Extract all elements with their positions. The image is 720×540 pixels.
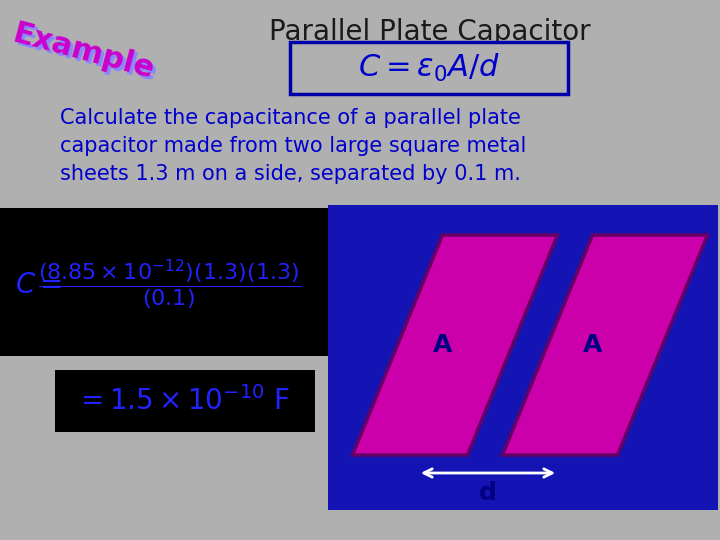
- Polygon shape: [503, 235, 708, 455]
- Polygon shape: [353, 235, 557, 455]
- Text: $C = \varepsilon_0A/d$: $C = \varepsilon_0A/d$: [358, 52, 500, 84]
- Bar: [55, 370, 315, 432]
- Text: Example: Example: [9, 19, 157, 85]
- Bar: [0, 208, 328, 356]
- Text: Parallel Plate Capacitor: Parallel Plate Capacitor: [269, 18, 591, 46]
- Text: $= 1.5\times10^{-10}\ \mathrm{F}$: $= 1.5\times10^{-10}\ \mathrm{F}$: [75, 386, 290, 416]
- Text: Example: Example: [12, 22, 160, 88]
- Text: Calculate the capacitance of a parallel plate
capacitor made from two large squa: Calculate the capacitance of a parallel …: [60, 108, 526, 184]
- Text: A: A: [583, 333, 603, 357]
- Text: $\dfrac{(8.85\times10^{-12})(1.3)(1.3)}{(0.1)}$: $\dfrac{(8.85\times10^{-12})(1.3)(1.3)}{…: [38, 258, 302, 312]
- Text: d: d: [479, 481, 497, 505]
- FancyBboxPatch shape: [290, 42, 568, 94]
- Text: A: A: [433, 333, 453, 357]
- Bar: [328, 205, 718, 510]
- Text: $C =$: $C =$: [15, 271, 62, 299]
